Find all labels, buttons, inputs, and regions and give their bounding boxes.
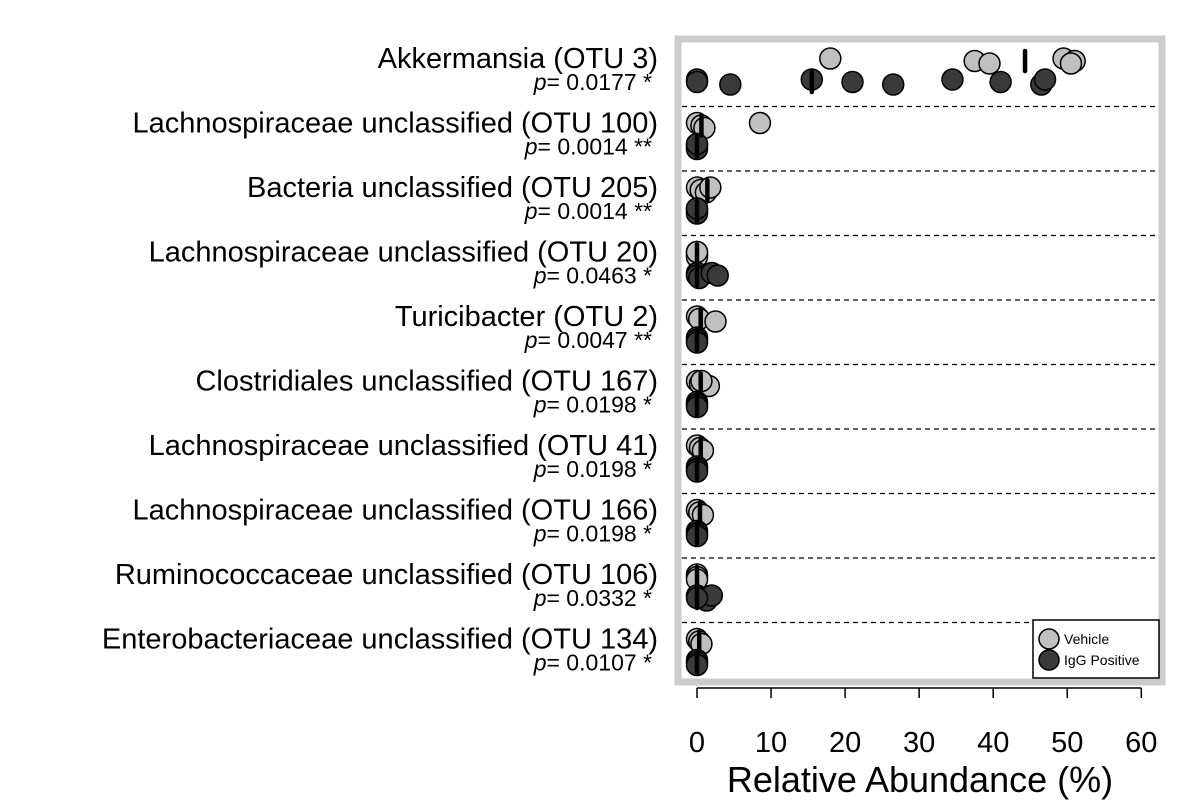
taxon-label: Lachnospiraceae unclassified (OTU 166) (133, 495, 659, 527)
legend-vehicle-label: Vehicle (1064, 631, 1109, 647)
p-value-label: p= 0.0463 * (533, 263, 652, 289)
vehicle-point (978, 52, 1001, 75)
igg-point (706, 264, 729, 287)
p-value-label: p= 0.0332 * (533, 585, 652, 611)
x-axis-label: Relative Abundance (%) (727, 759, 1113, 800)
plot-frame (674, 35, 1166, 686)
x-tick-label: 10 (755, 727, 787, 759)
legend-igg-swatch (1038, 649, 1060, 671)
vehicle-point (704, 310, 727, 333)
taxon-label: Akkermansia (OTU 3) (378, 43, 658, 75)
igg-point (685, 70, 709, 94)
x-tick-label: 40 (977, 727, 1009, 759)
p-value-label: p= 0.0198 * (533, 392, 652, 418)
vehicle-point (699, 176, 722, 199)
gridlines (682, 105, 1158, 624)
legend: Vehicle IgG Positive (1032, 619, 1160, 679)
igg-point (841, 70, 864, 94)
p-value-label: p= 0.0014 ** (524, 134, 652, 160)
taxon-label: Lachnospiraceae unclassified (OTU 20) (149, 237, 658, 269)
legend-igg-label: IgG Positive (1064, 652, 1140, 668)
legend-vehicle-swatch (1038, 628, 1060, 650)
taxon-label: Enterobacteriaceae unclassified (OTU 134… (102, 624, 658, 656)
x-tick-label: 60 (1125, 727, 1157, 759)
taxon-label: Turicibacter (OTU 2) (395, 301, 658, 333)
taxon-label: Ruminococcaceae unclassified (OTU 106) (115, 559, 658, 591)
x-tick-label: 50 (1051, 727, 1083, 759)
p-value-label: p= 0.0107 * (533, 650, 652, 676)
igg-point (1033, 68, 1057, 91)
vehicle-point (819, 47, 842, 70)
data-points (685, 47, 1086, 677)
igg-point (989, 70, 1012, 94)
igg-point (719, 73, 742, 96)
igg-point (881, 73, 905, 96)
x-tick-label: 30 (903, 727, 935, 759)
p-value-label: p= 0.0047 ** (524, 327, 652, 353)
taxon-label: Bacteria unclassified (OTU 205) (247, 172, 658, 204)
p-value-label: p= 0.0014 ** (524, 198, 652, 224)
p-value-label: p= 0.0198 * (533, 456, 652, 482)
x-tick-label: 20 (829, 727, 861, 759)
vehicle-point (1059, 52, 1083, 75)
vehicle-point (748, 111, 772, 135)
x-tick-label: 0 (689, 727, 705, 759)
taxon-labels: Akkermansia (OTU 3)p= 0.0177 * Lachnospir… (102, 43, 658, 676)
igg-point (941, 68, 964, 91)
p-value-label: p= 0.0198 * (533, 521, 652, 547)
taxon-label: Lachnospiraceae unclassified (OTU 41) (149, 430, 658, 462)
p-value-label: p= 0.0177 * (533, 69, 652, 95)
taxon-label: Clostridiales unclassified (OTU 167) (195, 366, 658, 398)
median-markers (694, 48, 1028, 675)
taxon-label: Lachnospiraceae unclassified (OTU 100) (133, 108, 659, 140)
x-axis: 0 10 20 30 40 50 60 (689, 687, 1157, 759)
